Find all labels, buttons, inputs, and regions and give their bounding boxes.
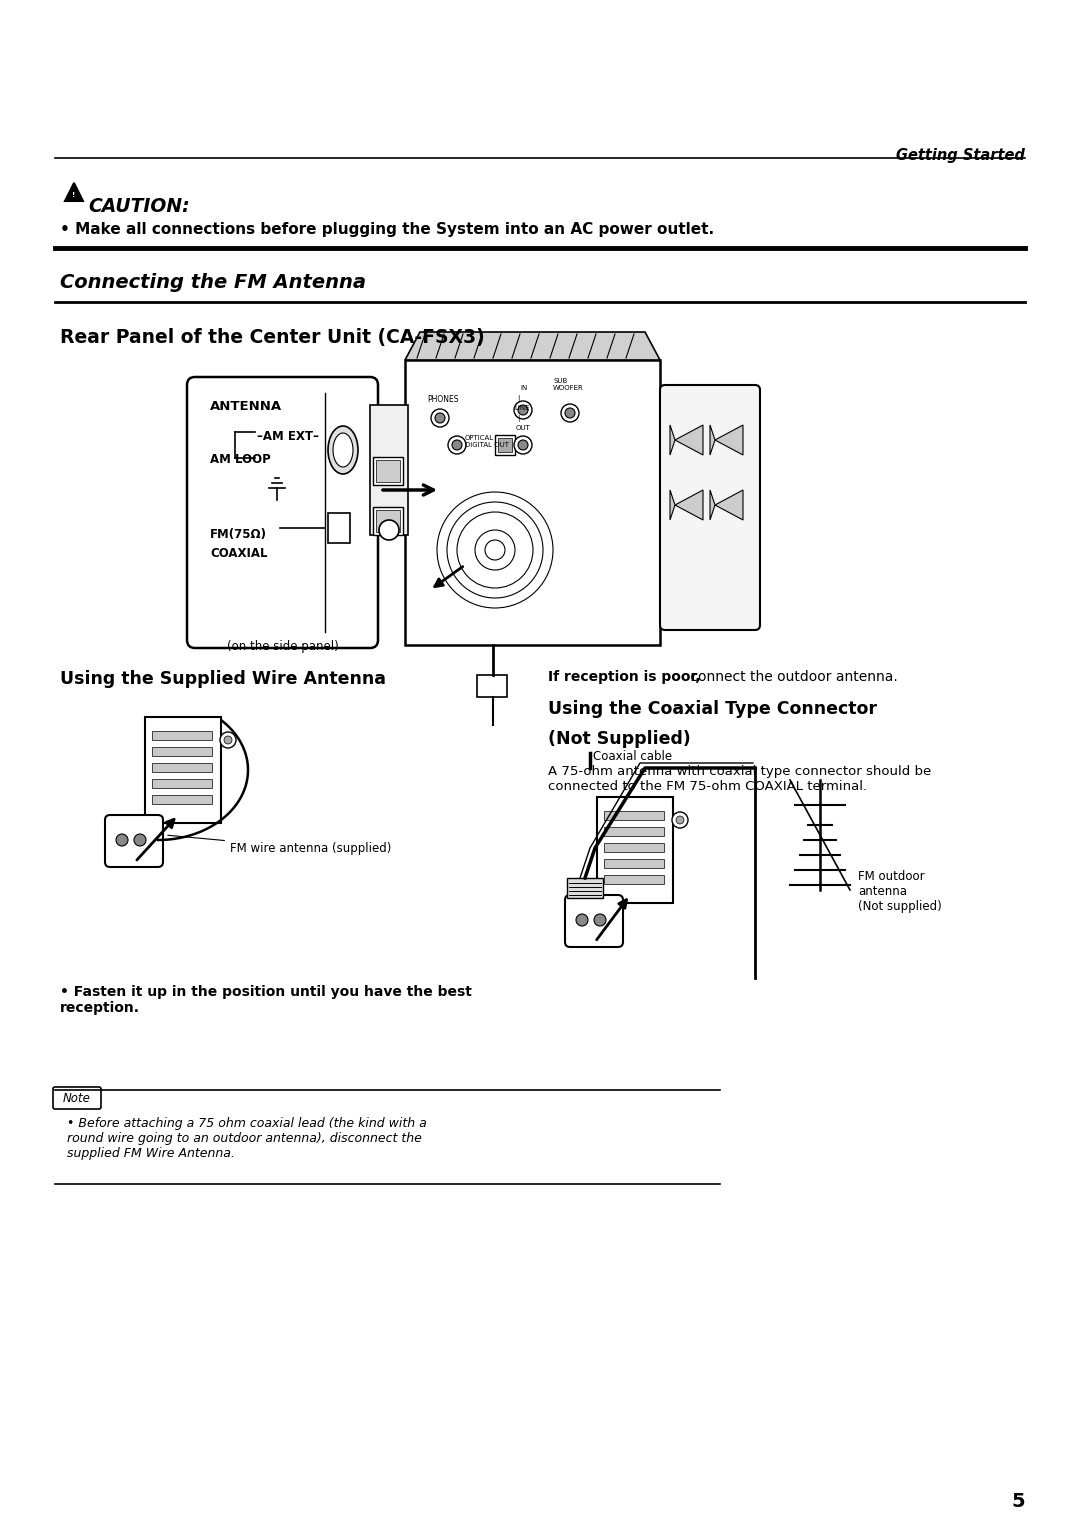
Bar bbox=[495, 435, 515, 455]
Ellipse shape bbox=[333, 432, 353, 468]
FancyBboxPatch shape bbox=[597, 798, 673, 903]
Polygon shape bbox=[670, 425, 675, 455]
FancyBboxPatch shape bbox=[187, 377, 378, 648]
Text: Coaxial cable: Coaxial cable bbox=[593, 750, 672, 762]
Circle shape bbox=[475, 530, 515, 570]
Text: Using the Coaxial Type Connector: Using the Coaxial Type Connector bbox=[548, 700, 877, 718]
Text: (Not Supplied): (Not Supplied) bbox=[548, 730, 691, 749]
Bar bbox=[604, 811, 664, 821]
Text: A 75-ohm antenna with coaxial type connector should be
connected to the FM 75-oh: A 75-ohm antenna with coaxial type conne… bbox=[548, 766, 931, 793]
Text: SUB
WOOFER: SUB WOOFER bbox=[553, 377, 584, 391]
Bar bbox=[152, 795, 212, 804]
Circle shape bbox=[485, 539, 505, 559]
Bar bbox=[152, 747, 212, 756]
Circle shape bbox=[431, 410, 449, 426]
Bar bbox=[604, 843, 664, 853]
Text: |: | bbox=[517, 416, 519, 422]
Text: CAUTION:: CAUTION: bbox=[87, 197, 190, 215]
Circle shape bbox=[518, 405, 528, 416]
Circle shape bbox=[576, 914, 588, 926]
Text: OPTICAL
DIGITAL OUT: OPTICAL DIGITAL OUT bbox=[465, 435, 509, 448]
FancyBboxPatch shape bbox=[145, 717, 221, 824]
Text: Using the Supplied Wire Antenna: Using the Supplied Wire Antenna bbox=[60, 669, 386, 688]
Circle shape bbox=[453, 440, 462, 451]
FancyBboxPatch shape bbox=[660, 385, 760, 630]
Circle shape bbox=[448, 435, 465, 454]
Circle shape bbox=[676, 816, 684, 824]
Bar bbox=[328, 513, 350, 542]
Text: LINE: LINE bbox=[514, 405, 529, 411]
Circle shape bbox=[379, 520, 399, 539]
Bar bbox=[604, 876, 664, 885]
Text: OUT: OUT bbox=[516, 425, 530, 431]
Text: • Before attaching a 75 ohm coaxial lead (the kind with a
round wire going to an: • Before attaching a 75 ohm coaxial lead… bbox=[67, 1117, 427, 1160]
Bar bbox=[498, 439, 512, 452]
Text: connect the outdoor antenna.: connect the outdoor antenna. bbox=[686, 669, 897, 685]
Text: FM outdoor
antenna
(Not supplied): FM outdoor antenna (Not supplied) bbox=[858, 869, 942, 914]
Text: • Fasten it up in the position until you have the best
reception.: • Fasten it up in the position until you… bbox=[60, 986, 472, 1015]
Bar bbox=[604, 827, 664, 836]
Bar bbox=[373, 507, 403, 535]
Text: PHONES: PHONES bbox=[427, 396, 459, 403]
Text: ANTENNA: ANTENNA bbox=[210, 400, 282, 413]
Text: AM LOOP: AM LOOP bbox=[210, 452, 271, 466]
Circle shape bbox=[134, 834, 146, 847]
Bar bbox=[405, 361, 660, 645]
Circle shape bbox=[514, 435, 532, 454]
Text: Getting Started: Getting Started bbox=[896, 148, 1025, 163]
Circle shape bbox=[594, 914, 606, 926]
FancyBboxPatch shape bbox=[105, 814, 163, 866]
Circle shape bbox=[224, 736, 232, 744]
Circle shape bbox=[116, 834, 129, 847]
FancyBboxPatch shape bbox=[53, 1086, 102, 1109]
FancyBboxPatch shape bbox=[565, 895, 623, 947]
Circle shape bbox=[447, 503, 543, 597]
Bar bbox=[567, 879, 603, 898]
Polygon shape bbox=[670, 490, 675, 520]
Text: COAXIAL: COAXIAL bbox=[210, 547, 268, 559]
Circle shape bbox=[457, 512, 534, 588]
Circle shape bbox=[437, 492, 553, 608]
Text: !: ! bbox=[72, 193, 76, 199]
Polygon shape bbox=[710, 425, 715, 455]
Polygon shape bbox=[675, 425, 703, 455]
Bar bbox=[477, 675, 507, 697]
Circle shape bbox=[220, 732, 237, 749]
Text: FM wire antenna (supplied): FM wire antenna (supplied) bbox=[167, 836, 391, 856]
Bar bbox=[152, 730, 212, 740]
Circle shape bbox=[435, 413, 445, 423]
Bar bbox=[152, 779, 212, 788]
Text: –AM EXT–: –AM EXT– bbox=[257, 429, 319, 443]
Text: IN: IN bbox=[519, 385, 527, 391]
Bar bbox=[376, 510, 400, 532]
Text: (on the side panel): (on the side panel) bbox=[227, 640, 339, 652]
Bar bbox=[152, 762, 212, 772]
Text: Note: Note bbox=[63, 1091, 91, 1105]
Polygon shape bbox=[715, 425, 743, 455]
Polygon shape bbox=[715, 490, 743, 520]
Text: If reception is poor,: If reception is poor, bbox=[548, 669, 701, 685]
Polygon shape bbox=[65, 183, 83, 202]
Polygon shape bbox=[675, 490, 703, 520]
Bar bbox=[376, 460, 400, 481]
Circle shape bbox=[561, 403, 579, 422]
Text: Connecting the FM Antenna: Connecting the FM Antenna bbox=[60, 274, 366, 292]
Polygon shape bbox=[405, 332, 660, 361]
Ellipse shape bbox=[328, 426, 357, 474]
Circle shape bbox=[518, 440, 528, 451]
Circle shape bbox=[514, 400, 532, 419]
Text: Rear Panel of the Center Unit (CA-FSX3): Rear Panel of the Center Unit (CA-FSX3) bbox=[60, 329, 485, 347]
Text: • Make all connections before plugging the System into an AC power outlet.: • Make all connections before plugging t… bbox=[60, 222, 714, 237]
Bar bbox=[370, 405, 408, 535]
Text: FM(75Ω): FM(75Ω) bbox=[210, 529, 267, 541]
Circle shape bbox=[672, 811, 688, 828]
Text: |: | bbox=[517, 396, 519, 402]
Circle shape bbox=[565, 408, 575, 419]
Bar bbox=[604, 859, 664, 868]
Bar bbox=[373, 457, 403, 484]
Polygon shape bbox=[710, 490, 715, 520]
Text: 5: 5 bbox=[1011, 1491, 1025, 1511]
